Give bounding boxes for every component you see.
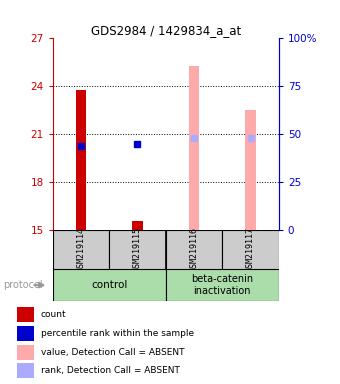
Text: rank, Detection Call = ABSENT: rank, Detection Call = ABSENT	[41, 366, 180, 375]
Text: GSM219114: GSM219114	[76, 227, 85, 272]
Bar	[53, 269, 166, 301]
Bar	[17, 344, 34, 359]
Text: beta-catenin
inactivation: beta-catenin inactivation	[191, 274, 253, 296]
Bar	[222, 230, 279, 269]
Bar	[76, 89, 86, 230]
Text: value, Detection Call = ABSENT: value, Detection Call = ABSENT	[41, 348, 184, 357]
Bar	[166, 38, 222, 230]
Bar	[109, 38, 166, 230]
Bar	[17, 307, 34, 322]
Bar	[17, 363, 34, 378]
Bar	[166, 230, 222, 269]
Bar	[109, 230, 166, 269]
Bar	[245, 111, 256, 230]
Text: GSM219116: GSM219116	[189, 227, 199, 272]
Text: GSM219117: GSM219117	[246, 227, 255, 272]
Bar	[189, 66, 199, 230]
Text: protocol: protocol	[3, 280, 43, 290]
Bar	[17, 326, 34, 341]
Bar	[132, 221, 142, 230]
Title: GDS2984 / 1429834_a_at: GDS2984 / 1429834_a_at	[91, 24, 241, 37]
Bar	[53, 38, 109, 230]
Text: count: count	[41, 310, 66, 319]
Bar	[53, 230, 109, 269]
Text: percentile rank within the sample: percentile rank within the sample	[41, 329, 194, 338]
Bar	[222, 38, 279, 230]
Bar	[166, 269, 279, 301]
Text: GSM219115: GSM219115	[133, 227, 142, 272]
Text: control: control	[91, 280, 128, 290]
